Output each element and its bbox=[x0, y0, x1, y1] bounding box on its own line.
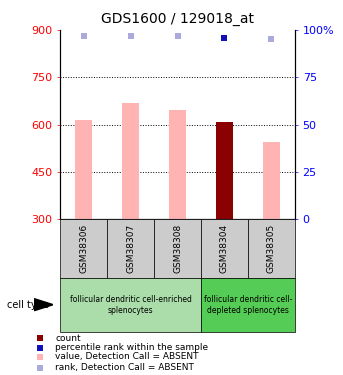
Bar bbox=[154, 219, 201, 278]
Bar bbox=[60, 278, 201, 332]
Text: follicular dendritic cell-enriched
splenocytes: follicular dendritic cell-enriched splen… bbox=[70, 295, 191, 315]
Text: follicular dendritic cell-
depleted splenocytes: follicular dendritic cell- depleted sple… bbox=[204, 295, 292, 315]
Bar bbox=[216, 122, 233, 219]
Text: GSM38304: GSM38304 bbox=[220, 224, 229, 273]
Bar bbox=[107, 219, 154, 278]
Text: GSM38307: GSM38307 bbox=[126, 224, 135, 273]
Text: cell type: cell type bbox=[7, 300, 49, 310]
Bar bbox=[201, 219, 248, 278]
Text: GSM38308: GSM38308 bbox=[173, 224, 182, 273]
Bar bbox=[60, 219, 107, 278]
Bar bbox=[122, 103, 139, 219]
Polygon shape bbox=[34, 298, 53, 310]
Text: value, Detection Call = ABSENT: value, Detection Call = ABSENT bbox=[56, 352, 199, 362]
Text: count: count bbox=[56, 334, 81, 343]
Bar bbox=[201, 278, 295, 332]
Title: GDS1600 / 129018_at: GDS1600 / 129018_at bbox=[101, 12, 254, 26]
Text: GSM38305: GSM38305 bbox=[267, 224, 276, 273]
Text: GSM38306: GSM38306 bbox=[79, 224, 88, 273]
Bar bbox=[248, 219, 295, 278]
Bar bbox=[75, 120, 92, 219]
Bar bbox=[263, 142, 280, 219]
Text: rank, Detection Call = ABSENT: rank, Detection Call = ABSENT bbox=[56, 363, 194, 372]
Text: percentile rank within the sample: percentile rank within the sample bbox=[56, 343, 209, 352]
Bar bbox=[169, 111, 186, 219]
